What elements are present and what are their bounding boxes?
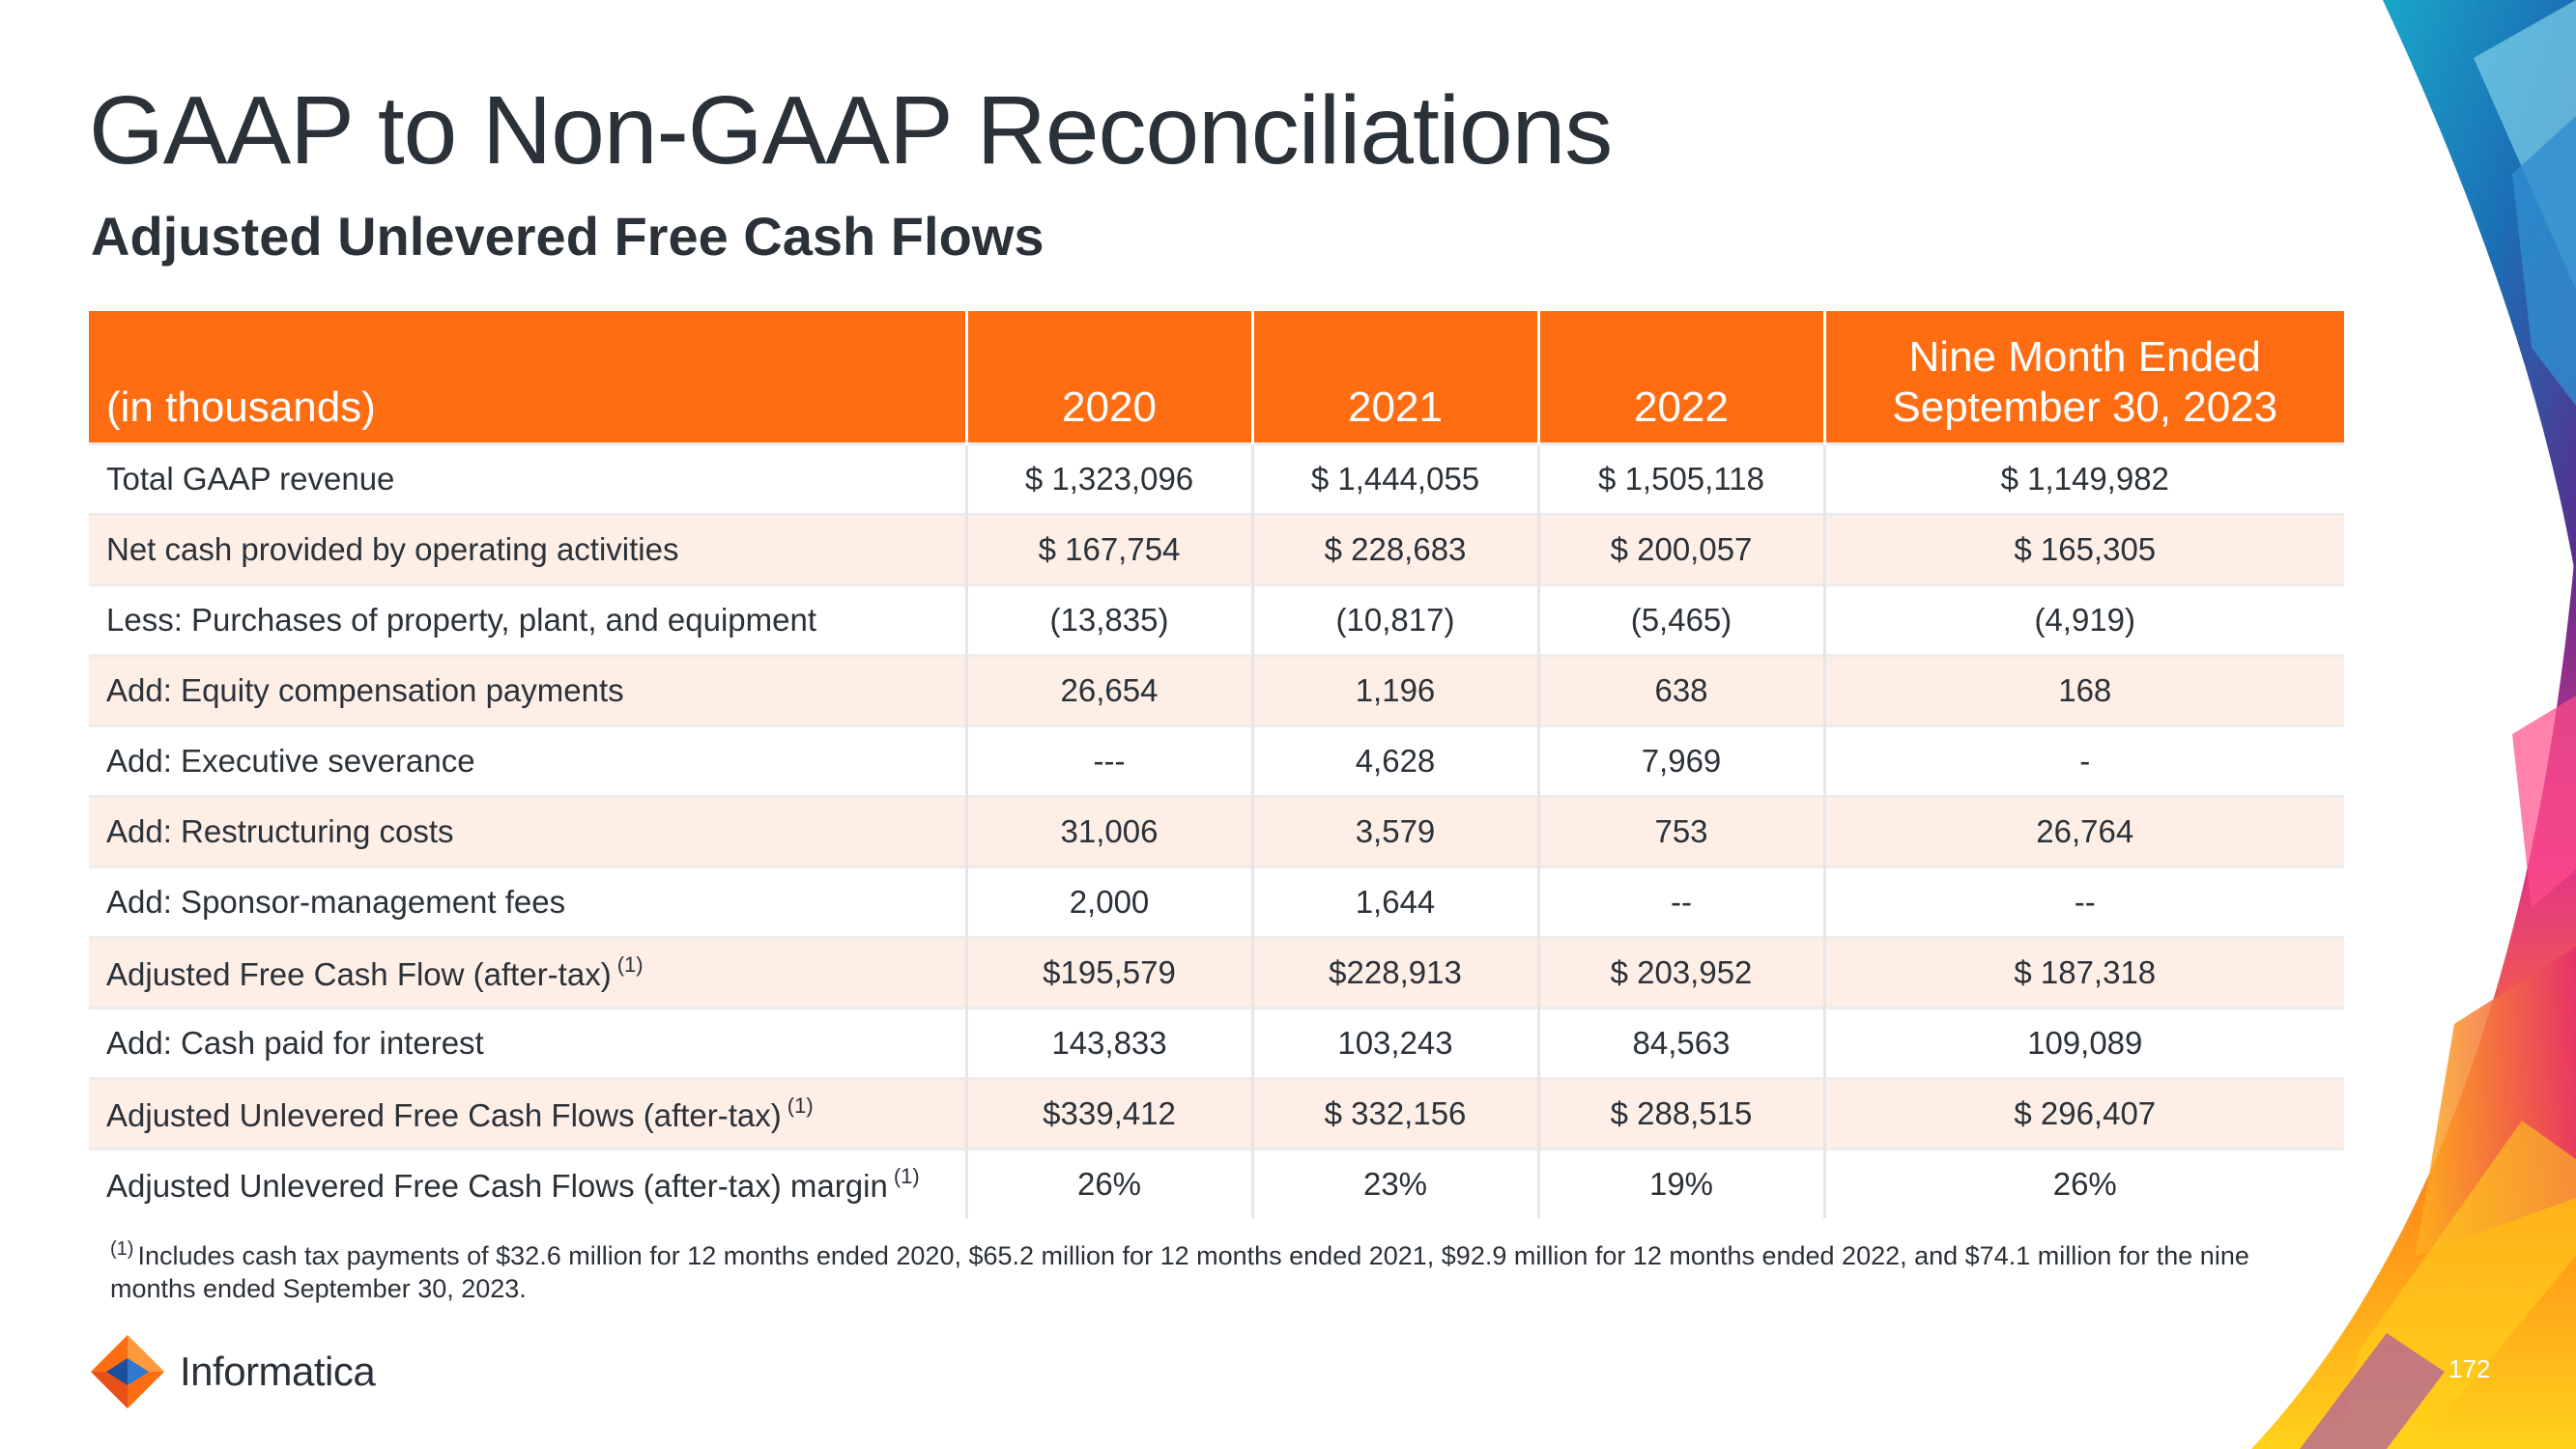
table-row: Add: Cash paid for interest 143,833 103,24… <box>89 1007 2344 1079</box>
logo-wordmark: Informatica <box>180 1349 376 1394</box>
row-label: Adjusted Unlevered Free Cash Flows (afte… <box>89 1148 968 1218</box>
table-row: Add: Restructuring costs 31,006 3,579 753 26… <box>89 795 2344 867</box>
row-label: Adjusted Free Cash Flow (after-tax) (1) <box>89 936 968 1009</box>
row-label: Add: Cash paid for interest <box>89 1007 968 1079</box>
cell-value: $ 296,407 <box>1824 1077 2344 1150</box>
table-row: Adjusted Unlevered Free Cash Flows (afte… <box>89 1077 2344 1150</box>
cell-value: $ 1,149,982 <box>1824 442 2344 515</box>
cell-value: 1,644 <box>1252 866 1540 938</box>
header-2021: 2021 <box>1252 311 1540 444</box>
cell-value: 1,196 <box>1252 654 1540 726</box>
footnote-marker: (1) <box>893 1164 920 1188</box>
table-row: Total GAAP revenue $ 1,323,096 $ 1,444,055… <box>89 442 2344 515</box>
table-row: Net cash provided by operating activitie… <box>89 513 2344 585</box>
cell-value: $ 167,754 <box>966 513 1254 585</box>
row-label: Add: Executive severance <box>89 724 968 797</box>
table-row: Add: Sponsor-management fees 2,000 1,644 --… <box>89 866 2344 938</box>
cell-value: 7,969 <box>1538 724 1826 797</box>
cell-value: $ 187,318 <box>1824 936 2344 1009</box>
cell-value: $ 1,505,118 <box>1538 442 1826 515</box>
cell-value: $ 288,515 <box>1538 1077 1826 1150</box>
cell-value: 26% <box>966 1148 1254 1218</box>
cell-value: $ 203,952 <box>1538 936 1826 1009</box>
cell-value: $ 228,683 <box>1252 513 1540 585</box>
footnote-marker: (1) <box>616 952 644 977</box>
footnote-marker: (1) <box>110 1238 134 1260</box>
cell-value: 103,243 <box>1252 1007 1540 1079</box>
cell-value: 3,579 <box>1252 795 1540 867</box>
footnote-marker: (1) <box>787 1094 814 1118</box>
cell-value: 143,833 <box>966 1007 1254 1079</box>
cell-value: (13,835) <box>966 583 1254 656</box>
cell-value: --- <box>966 724 1254 797</box>
cell-value: $ 332,156 <box>1252 1077 1540 1150</box>
cell-value: 31,006 <box>966 795 1254 867</box>
cell-value: 168 <box>1824 654 2344 726</box>
cell-value: 26,654 <box>966 654 1254 726</box>
row-label: Less: Purchases of property, plant, and … <box>89 583 968 656</box>
table-row: Less: Purchases of property, plant, and … <box>89 583 2344 656</box>
cell-value: (4,919) <box>1824 583 2344 656</box>
cell-value: - <box>1824 724 2344 797</box>
table-row: Adjusted Free Cash Flow (after-tax) (1) $1… <box>89 936 2344 1009</box>
footnote: (1) Includes cash tax payments of $32.6 m… <box>110 1233 2313 1305</box>
cell-value: 26% <box>1824 1148 2344 1218</box>
cell-value: 4,628 <box>1252 724 1540 797</box>
header-2020: 2020 <box>966 311 1254 444</box>
header-nine-month-2023: Nine Month Ended September 30, 2023 <box>1824 311 2344 444</box>
cell-value: 109,089 <box>1824 1007 2344 1079</box>
row-label: Adjusted Unlevered Free Cash Flows (afte… <box>89 1077 968 1150</box>
page-title: GAAP to Non-GAAP Reconciliations <box>89 76 1613 185</box>
header-2022: 2022 <box>1538 311 1826 444</box>
cell-value: -- <box>1538 866 1826 938</box>
page-number: 172 <box>2448 1354 2491 1383</box>
cell-value: $339,412 <box>966 1077 1254 1150</box>
cell-value: 638 <box>1538 654 1826 726</box>
header-units: (in thousands) <box>89 311 968 444</box>
cell-value: $ 165,305 <box>1824 513 2344 585</box>
table-header-row: (in thousands) 2020 2021 2022 Nine Month… <box>89 311 2344 444</box>
cell-value: $228,913 <box>1252 936 1540 1009</box>
reconciliation-table: (in thousands) 2020 2021 2022 Nine Month… <box>89 311 2344 1218</box>
company-logo: Informatica <box>89 1333 376 1410</box>
cell-value: 19% <box>1538 1148 1826 1218</box>
cell-value: -- <box>1824 866 2344 938</box>
row-label: Net cash provided by operating activitie… <box>89 513 968 585</box>
row-label: Add: Sponsor-management fees <box>89 866 968 938</box>
cell-value: 23% <box>1252 1148 1540 1218</box>
table-row: Adjusted Unlevered Free Cash Flows (afte… <box>89 1148 2344 1218</box>
row-label: Add: Restructuring costs <box>89 795 968 867</box>
table-row: Add: Equity compensation payments 26,654 1… <box>89 654 2344 726</box>
cell-value: (10,817) <box>1252 583 1540 656</box>
cell-value: $ 1,444,055 <box>1252 442 1540 515</box>
cell-value: 2,000 <box>966 866 1254 938</box>
informatica-logo-icon <box>91 1335 164 1408</box>
row-label: Add: Equity compensation payments <box>89 654 968 726</box>
cell-value: 753 <box>1538 795 1826 867</box>
cell-value: $ 1,323,096 <box>966 442 1254 515</box>
cell-value: 26,764 <box>1824 795 2344 867</box>
cell-value: $ 200,057 <box>1538 513 1826 585</box>
footnote-text: Includes cash tax payments of $32.6 mill… <box>110 1241 2249 1303</box>
table-row: Add: Executive severance --- 4,628 7,969- <box>89 724 2344 797</box>
cell-value: $195,579 <box>966 936 1254 1009</box>
cell-value: (5,465) <box>1538 583 1826 656</box>
row-label: Total GAAP revenue <box>89 442 968 515</box>
page-subtitle: Adjusted Unlevered Free Cash Flows <box>91 206 1045 267</box>
cell-value: 84,563 <box>1538 1007 1826 1079</box>
